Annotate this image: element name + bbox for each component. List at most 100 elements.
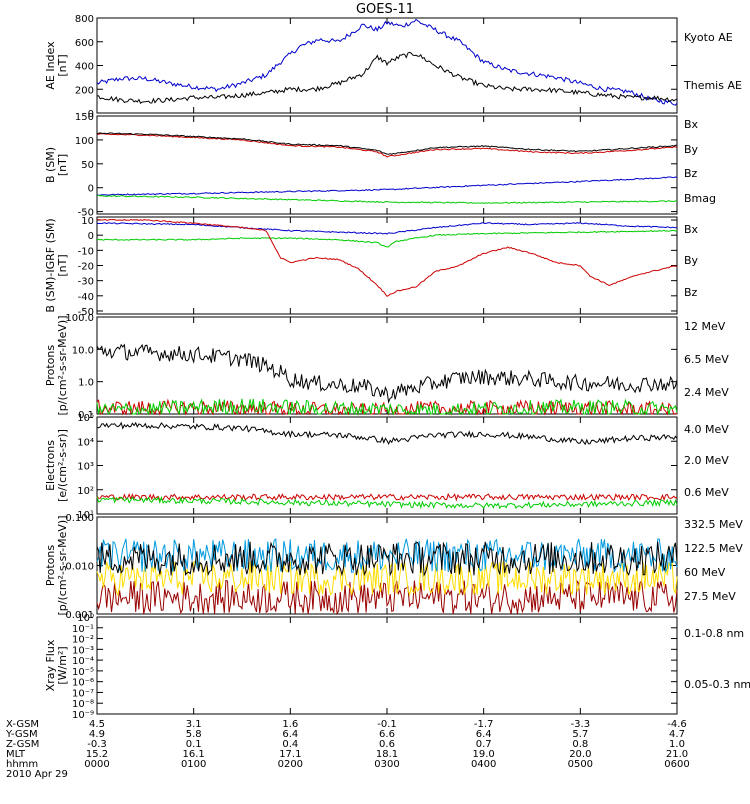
panel-frame: [96, 316, 678, 415]
y-tick-label: 0.1: [78, 410, 94, 421]
legend-entry: Bz: [684, 167, 698, 180]
legend-entry: 0.6 MeV: [684, 486, 729, 499]
y-tick-label: -30: [78, 277, 94, 288]
y-tick-label: 0.010: [65, 562, 94, 573]
series-line: [96, 343, 678, 404]
series-line: [96, 51, 678, 104]
legend-entry: 2.4 MeV: [684, 386, 729, 399]
legend-entry: By: [684, 143, 699, 156]
ephemeris-value: 0.1: [186, 739, 202, 750]
ephemeris-row-label: Z-GSM: [6, 739, 39, 750]
ephemeris-value: 0000: [84, 759, 109, 770]
y-tick-label: 10⁻²: [72, 635, 94, 646]
ephemeris-value: 0300: [374, 759, 399, 770]
y-tick-label: 10⁻³: [72, 645, 94, 656]
legend-entry: 0.05-0.3 nm: [684, 678, 750, 691]
y-tick-label: 10³: [77, 462, 94, 473]
ephemeris-value: 4.7: [669, 729, 685, 740]
series-line: [96, 495, 678, 510]
ephemeris-value: 0400: [471, 759, 496, 770]
y-tick-label: 10¹: [77, 510, 94, 521]
y-tick-label: 10⁴: [77, 437, 94, 448]
series-line: [96, 176, 678, 196]
y-tick-label: 10⁻⁷: [72, 688, 94, 699]
ephemeris-value: 0.4: [282, 739, 298, 750]
ephemeris-value: 0500: [568, 759, 593, 770]
y-tick-label: 800: [75, 14, 94, 25]
ephemeris-value: -0.3: [87, 739, 107, 750]
y-tick-label: -40: [78, 292, 94, 303]
y-tick-label: 10⁻⁴: [72, 656, 94, 667]
ephemeris-value: 4.9: [89, 729, 105, 740]
ephemeris-value: 21.0: [666, 749, 688, 760]
ephemeris-value: -3.3: [571, 719, 591, 730]
y-axis-label: AE Index: [44, 41, 57, 90]
panel-2: -50 0 50 100 150 B (SM) [nT] Bx By Bz Bmag: [44, 112, 716, 219]
y-axis-label: Electrons: [44, 440, 57, 491]
legend-entry: Bmag: [684, 192, 716, 205]
y-axis-label: [W/m²]: [56, 646, 69, 684]
legend-entry: 27.5 MeV: [684, 590, 736, 603]
ephemeris-value: 6.6: [379, 729, 395, 740]
y-tick-label: 10⁵: [77, 413, 94, 424]
legend-entry: Bz: [684, 286, 698, 299]
series-line: [96, 229, 678, 248]
panel-1: 0 200 400 600 800 AE Index [nT] Kyoto AE Themis …: [44, 14, 742, 120]
y-tick-label: 200: [75, 85, 94, 96]
ephemeris-value: 0.6: [379, 739, 395, 750]
ephemeris-value: 20.0: [569, 749, 591, 760]
legend-entry: 0.1-0.8 nm: [684, 627, 744, 640]
series-line: [96, 18, 678, 106]
y-tick-label: 600: [75, 38, 94, 49]
y-tick-label: -50: [78, 307, 94, 318]
ephemeris-value: 0.7: [476, 739, 492, 750]
y-axis-label: B (SM): [44, 147, 57, 183]
panel-3: -50 -40 -30 -20 -10 0 10 B (SM)-IGRF (SM) [nT] Bx…: [44, 216, 699, 318]
y-axis-label: [nT]: [56, 154, 69, 176]
y-tick-label: 0.100: [65, 513, 94, 524]
ephemeris-row-label: Y-GSM: [5, 729, 38, 740]
series-line: [96, 218, 678, 297]
y-tick-label: 0: [88, 231, 94, 242]
y-tick-label: 10: [81, 216, 94, 227]
ephemeris-value: 1.6: [282, 719, 298, 730]
y-tick-label: 100.0: [65, 313, 94, 324]
ephemeris-value: 0600: [664, 759, 689, 770]
plot-date: 2010 Apr 29: [6, 769, 68, 780]
y-axis-label: [e/(cm²-s-sr)]: [56, 429, 69, 502]
legend-entry: Bx: [684, 223, 699, 236]
series-line: [96, 132, 678, 155]
legend-entry: By: [684, 254, 699, 267]
legend-entry: 12 MeV: [684, 320, 726, 333]
legend-entry: 2.0 MeV: [684, 454, 729, 467]
series-line: [96, 421, 678, 446]
legend-entry: Themis AE: [683, 79, 742, 92]
y-tick-label: -10: [78, 246, 94, 257]
legend-entry: 122.5 MeV: [684, 542, 743, 555]
y-tick-label: 10⁰: [77, 613, 94, 624]
ephemeris-value: 0100: [181, 759, 206, 770]
y-tick-label: 10⁻⁸: [72, 699, 94, 710]
series-line: [96, 579, 678, 616]
ephemeris-value: 5.8: [186, 729, 202, 740]
legend-entry: 6.5 MeV: [684, 353, 729, 366]
ephemeris-row-label: X-GSM: [6, 719, 39, 730]
y-tick-label: 10⁻¹: [72, 624, 94, 635]
series-line: [96, 222, 678, 235]
ephemeris-row-label: MLT: [6, 749, 26, 760]
ephemeris-value: 6.4: [476, 729, 492, 740]
y-axis-label: Protons: [44, 545, 57, 586]
y-tick-label: 400: [75, 62, 94, 73]
ephemeris-value: 0.8: [572, 739, 588, 750]
y-axis-label: [p/(cm²-s-sr-MeV)]: [56, 316, 69, 416]
legend-entry: 4.0 MeV: [684, 423, 729, 436]
series-line: [96, 398, 678, 416]
legend-entry: Kyoto AE: [684, 31, 733, 44]
series-line: [96, 541, 678, 577]
panel-5: 10¹ 10² 10³ 10⁴ 10⁵ Electrons [e/(cm²-s-sr)] 4.…: [44, 413, 729, 521]
y-axis-label: Xray Flux: [44, 639, 57, 691]
ephemeris-value: -1.7: [474, 719, 494, 730]
ephemeris-value: 6.4: [282, 729, 298, 740]
